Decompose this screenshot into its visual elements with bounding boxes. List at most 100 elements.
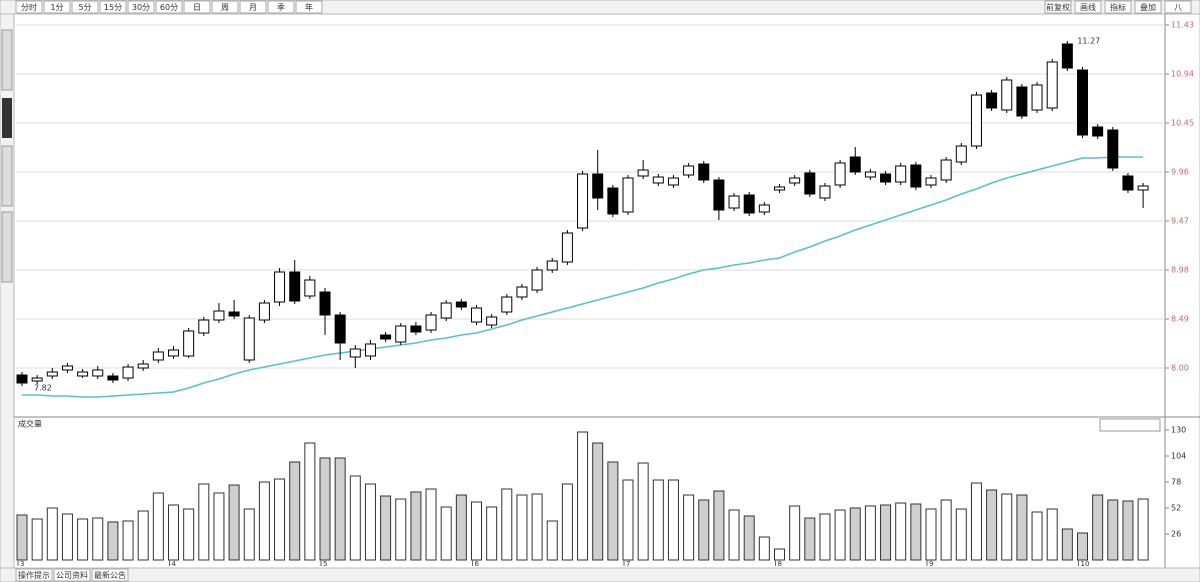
candle-body <box>319 291 331 316</box>
volume-bar <box>486 506 498 561</box>
candle-body <box>440 302 452 319</box>
volume-bar <box>637 462 649 561</box>
toolbar-button[interactable] <box>267 0 295 14</box>
volume-bar <box>713 490 725 561</box>
toolbar-button[interactable] <box>1074 0 1102 14</box>
candle-body <box>577 173 589 229</box>
x-tick-label: 5 <box>323 560 327 568</box>
volume-bar <box>1031 511 1043 561</box>
candle-body <box>1016 86 1028 117</box>
volume-bar <box>122 520 134 561</box>
toolbar-button[interactable] <box>1104 0 1132 14</box>
side-button[interactable] <box>2 98 12 138</box>
candle-body <box>46 371 58 377</box>
tab-label: 操作提示 <box>18 570 50 580</box>
candle-body <box>183 330 195 357</box>
volume-bar <box>895 502 907 561</box>
candle-body <box>289 271 301 302</box>
toolbar-button[interactable] <box>1044 0 1072 14</box>
candle-body <box>834 162 846 186</box>
candle-body <box>1031 84 1043 111</box>
candle-body <box>880 173 892 183</box>
candle-body <box>349 348 361 358</box>
candle-body <box>152 351 164 361</box>
volume-bar <box>743 515 755 561</box>
volume-bar <box>349 475 361 561</box>
volume-bar <box>592 442 604 561</box>
volume-bar <box>16 514 28 561</box>
candle-body <box>546 260 558 271</box>
x-tick-label: 10 <box>1081 560 1090 568</box>
candle-body <box>364 343 376 357</box>
toolbar-button[interactable] <box>43 0 71 14</box>
toolbar-label: 分时 <box>21 2 37 12</box>
toolbar-button[interactable] <box>155 0 183 14</box>
volume-bar <box>1137 498 1149 561</box>
volume-bar <box>1061 528 1073 561</box>
toolbar-button[interactable] <box>211 0 239 14</box>
side-button[interactable] <box>1 29 13 91</box>
low-annotation: 7.82 <box>34 384 52 393</box>
toolbar-label: 日 <box>193 3 201 12</box>
toolbar-button[interactable] <box>183 0 211 14</box>
tab[interactable] <box>91 568 129 582</box>
y-tick-label: 9.96 <box>1171 168 1189 177</box>
volume-bar <box>986 489 998 561</box>
volume-bar <box>698 499 710 561</box>
candle-body <box>561 232 573 263</box>
x-tick-label: 6 <box>475 560 480 568</box>
x-tick-label: 9 <box>929 560 933 568</box>
candle-body <box>61 365 73 371</box>
volume-bar <box>1046 508 1058 561</box>
toolbar-button[interactable] <box>295 0 323 14</box>
candle-body <box>243 317 255 361</box>
candle-body <box>258 302 270 321</box>
candle-body <box>925 177 937 186</box>
candle-body <box>380 334 392 340</box>
toolbar-button[interactable] <box>15 0 43 14</box>
volume-bar <box>304 442 316 561</box>
toolbar-button[interactable] <box>239 0 267 14</box>
candle-body <box>334 314 346 344</box>
candle-body <box>789 177 801 184</box>
toolbar-button[interactable] <box>99 0 127 14</box>
candle-body <box>1061 43 1073 69</box>
candle-body <box>410 325 422 333</box>
tab-label: 最新公告 <box>94 570 126 580</box>
x-tick-label: 7 <box>626 560 630 568</box>
toolbar-button[interactable] <box>1134 0 1162 14</box>
volume-bar <box>31 518 43 561</box>
tab[interactable] <box>15 568 53 582</box>
y-tick-label: 10.94 <box>1171 70 1194 79</box>
x-tick-label: 4 <box>172 560 177 568</box>
candle-body <box>804 172 816 195</box>
candle-body <box>698 163 710 181</box>
toolbar-button[interactable] <box>71 0 99 14</box>
side-button[interactable] <box>1 211 13 283</box>
volume-bar <box>243 508 255 561</box>
volume-bar <box>380 495 392 561</box>
y-tick-label: 11.43 <box>1171 21 1194 30</box>
candle-body <box>743 194 755 214</box>
side-button[interactable] <box>1 145 13 207</box>
candle-body <box>1046 61 1058 109</box>
candle-body <box>486 316 498 326</box>
tab[interactable] <box>53 568 91 582</box>
volume-bar <box>274 478 286 561</box>
y-tick-label: 78 <box>1171 478 1181 487</box>
toolbar-button[interactable] <box>127 0 155 14</box>
volume-bar <box>516 494 528 561</box>
volume-bar <box>819 513 831 561</box>
volume-bar <box>137 510 149 561</box>
candle-body <box>713 179 725 211</box>
candle-body <box>622 177 634 213</box>
toolbar-label: 30分 <box>132 3 150 12</box>
volume-bar <box>804 517 816 561</box>
toolbar-button[interactable] <box>1164 0 1192 14</box>
candle-body <box>986 92 998 109</box>
candle-body <box>1077 69 1088 136</box>
volume-button[interactable] <box>1099 418 1161 432</box>
volume-bar <box>1122 500 1134 561</box>
